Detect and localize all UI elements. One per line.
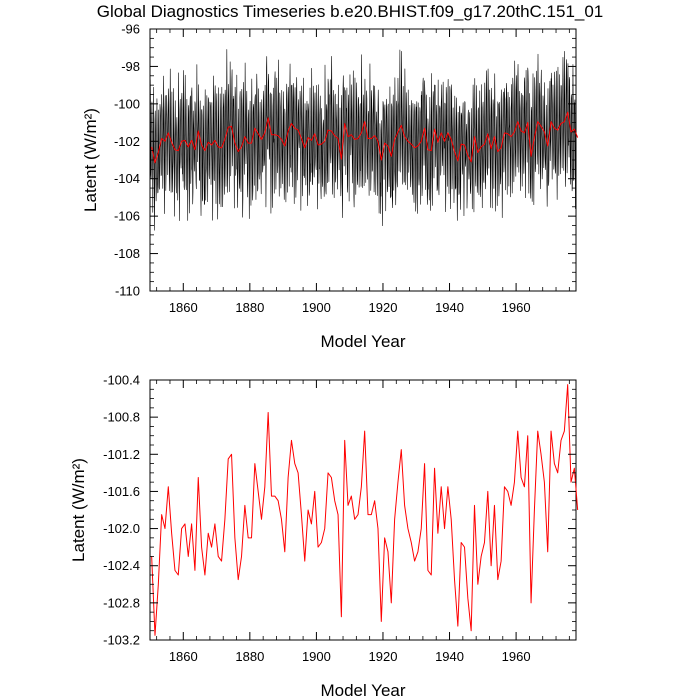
bottom-x-tick-label: 1940 [435, 649, 464, 664]
top-series-group [149, 49, 579, 231]
bottom-x-tick-label: 1900 [302, 649, 331, 664]
top-y-tick-label: -96 [121, 22, 140, 37]
bottom-panel: 1860 1880 1900 1920 1940 1960 -100.4 -100.8 -101… [69, 373, 579, 700]
bottom-y-tick-label: -100.8 [103, 410, 140, 425]
top-panel: 1860 1880 1900 1920 1940 1960 -96 -98 -100 -102 -1… [81, 22, 579, 351]
top-x-tick-label: 1900 [302, 300, 331, 315]
bottom-x-tick-label: 1960 [502, 649, 531, 664]
bottom-x-tick-label: 1880 [235, 649, 264, 664]
bottom-y-axis-label: Latent (W/m²) [69, 458, 88, 562]
bottom-y-tick-label: -100.4 [103, 373, 140, 388]
top-x-tick-label: 1880 [235, 300, 264, 315]
bottom-y-tick-label: -102.4 [103, 558, 140, 573]
bottom-y-tick-label: -101.2 [103, 447, 140, 462]
bottom-y-tick-label: -103.2 [103, 633, 140, 648]
top-y-tick-label: -98 [121, 59, 140, 74]
bottom-y-tick-label: -102.0 [103, 521, 140, 536]
bottom-plot-frame [149, 379, 577, 641]
top-axis-ticks: 1860 1880 1900 1920 1940 1960 -96 -98 -100 -102 -1… [114, 22, 576, 315]
top-y-axis-label: Latent (W/m²) [81, 108, 100, 212]
bottom-x-axis-label: Model Year [320, 681, 405, 700]
chart-title: Global Diagnostics Timeseries b.e20.BHIS… [97, 2, 604, 21]
bottom-y-tick-label: -102.8 [103, 595, 140, 610]
bottom-axis-ticks: 1860 1880 1900 1920 1940 1960 -100.4 -100.8 -101… [103, 373, 576, 664]
top-y-tick-label: -106 [114, 209, 140, 224]
top-y-tick-label: -108 [114, 246, 140, 261]
top-x-tick-label: 1920 [369, 300, 398, 315]
bottom-x-tick-label: 1860 [169, 649, 198, 664]
top-x-tick-label: 1940 [435, 300, 464, 315]
top-x-axis-label: Model Year [320, 332, 405, 351]
top-y-tick-label: -102 [114, 134, 140, 149]
top-series-monthly-line [149, 49, 577, 231]
bottom-series-annual-mean-line [151, 384, 579, 636]
top-series-annual-mean-line [151, 111, 579, 164]
top-y-tick-label: -110 [115, 284, 140, 299]
bottom-y-tick-label: -101.6 [103, 484, 140, 499]
top-y-tick-label: -104 [114, 171, 140, 186]
top-x-tick-label: 1860 [169, 300, 198, 315]
bottom-x-tick-label: 1920 [369, 649, 398, 664]
bottom-series-group [151, 384, 579, 636]
top-x-tick-label: 1960 [502, 300, 531, 315]
top-y-tick-label: -100 [114, 96, 140, 111]
